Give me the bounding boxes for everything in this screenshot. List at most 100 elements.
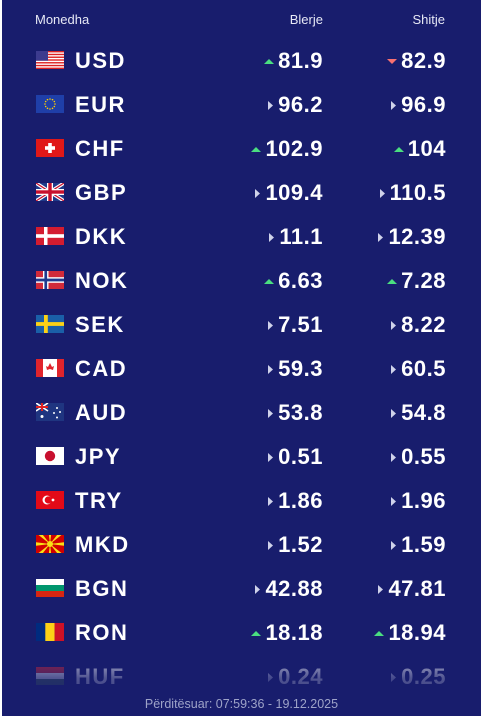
buy-value: 42.88 [254, 576, 323, 602]
flag-icon [36, 315, 64, 333]
buy-text: 7.51 [278, 312, 323, 337]
currency-row: MKD 1.52 1.59 [2, 522, 481, 566]
trend-flat [391, 100, 397, 110]
buy-value: 1.52 [267, 532, 323, 558]
flag [35, 402, 64, 421]
trend-flat [391, 540, 397, 550]
flag [36, 227, 64, 245]
flag-icon [36, 271, 64, 289]
flag-icon [36, 227, 64, 245]
sell-text: 1.59 [401, 532, 446, 557]
sell-text: 7.28 [401, 268, 446, 293]
currency-row: TRY 1.86 1.96 [2, 478, 481, 522]
buy-value: 96.2 [267, 92, 323, 118]
currency-row: SEK 7.51 8.22 [2, 302, 481, 346]
sell-value: 0.55 [390, 444, 446, 470]
trend-flat [268, 100, 274, 110]
currency-code: EUR [75, 92, 126, 117]
currency-code: BGN [75, 576, 129, 601]
buy-text: 0.51 [278, 444, 323, 469]
flag-icon [36, 623, 64, 641]
buy-value: 59.3 [267, 356, 323, 382]
sell-value: 54.8 [390, 400, 446, 426]
currency-code: TRY [75, 488, 123, 513]
flag-icon [35, 181, 65, 203]
sell-value: 8.22 [390, 312, 446, 338]
buy-value: 1.86 [267, 488, 323, 514]
flag [36, 359, 64, 377]
flag-icon [36, 579, 64, 597]
flag [36, 139, 64, 157]
currency-code: CHF [75, 136, 125, 161]
currency-code: SEK [75, 312, 125, 337]
trend-flat [378, 584, 384, 594]
currency-code: USD [75, 48, 126, 73]
sell-text: 8.22 [401, 312, 446, 337]
flag-icon [36, 95, 64, 113]
trend-flat [391, 452, 397, 462]
flag-icon [36, 491, 64, 509]
currency-row: CAD 59.3 60.5 [2, 346, 481, 390]
sell-text: 47.81 [388, 576, 446, 601]
footer: Përditësuar: 07:59:36 - 19.12.2025 [144, 697, 339, 711]
trend-down [387, 58, 398, 64]
buy-value: 109.4 [254, 180, 323, 206]
currency-code: CAD [75, 356, 128, 381]
sell-text: 12.39 [388, 224, 446, 249]
header-buy: Blerje [289, 12, 323, 27]
buy-text: 11.1 [279, 224, 323, 249]
buy-text: 96.2 [278, 92, 323, 117]
currency-code: GBP [75, 180, 128, 205]
buy-value: 81.9 [264, 48, 323, 74]
currency-row: NOK 6.63 7.28 [2, 258, 481, 302]
trend-flat [391, 320, 397, 330]
currency-code: AUD [75, 400, 128, 425]
trend-flat [391, 364, 397, 374]
trend-flat [391, 496, 397, 506]
trend-flat [268, 496, 274, 506]
buy-value: 7.51 [267, 312, 323, 338]
trend-up [264, 278, 275, 284]
flag-icon [36, 51, 64, 70]
buy-text: 109.4 [265, 180, 323, 205]
trend-flat [379, 188, 385, 198]
buy-text: 6.63 [278, 268, 323, 293]
trend-up [264, 58, 275, 64]
trend-flat [268, 364, 274, 374]
trend-flat [268, 452, 274, 462]
flag [35, 181, 65, 203]
trend-up [387, 278, 398, 284]
flag-icon [36, 359, 64, 377]
currency-row: BGN 42.88 47.81 [2, 566, 481, 610]
flag-icon [36, 139, 64, 157]
sell-text: 0.55 [401, 444, 446, 469]
flag [36, 491, 64, 509]
sell-value: 12.39 [377, 224, 446, 250]
trend-flat [255, 584, 261, 594]
buy-value: 53.8 [267, 400, 323, 426]
trend-flat [378, 232, 384, 242]
trend-up [251, 630, 262, 636]
sell-text: 60.5 [401, 356, 446, 381]
trend-flat [268, 320, 274, 330]
flag [36, 315, 64, 333]
flag-icon [36, 447, 64, 465]
fade [2, 640, 481, 716]
currency-row: GBP 109.4 110.5 [2, 170, 481, 214]
buy-text: 1.52 [278, 532, 323, 557]
currency-code: NOK [75, 268, 129, 293]
currency-code: MKD [75, 532, 130, 557]
flag [36, 51, 64, 70]
sell-value: 47.81 [377, 576, 446, 602]
trend-flat [268, 408, 274, 418]
flag [36, 623, 64, 641]
currency-row: CHF 102.9 104 [2, 126, 481, 170]
currency-code: DKK [75, 224, 128, 249]
flag-icon [32, 526, 68, 562]
sell-value: 1.59 [390, 532, 446, 558]
flag [36, 271, 64, 289]
trend-up [393, 146, 404, 152]
sell-text: 54.8 [401, 400, 446, 425]
currency-row: JPY 0.51 0.55 [2, 434, 481, 478]
flag [36, 95, 64, 113]
